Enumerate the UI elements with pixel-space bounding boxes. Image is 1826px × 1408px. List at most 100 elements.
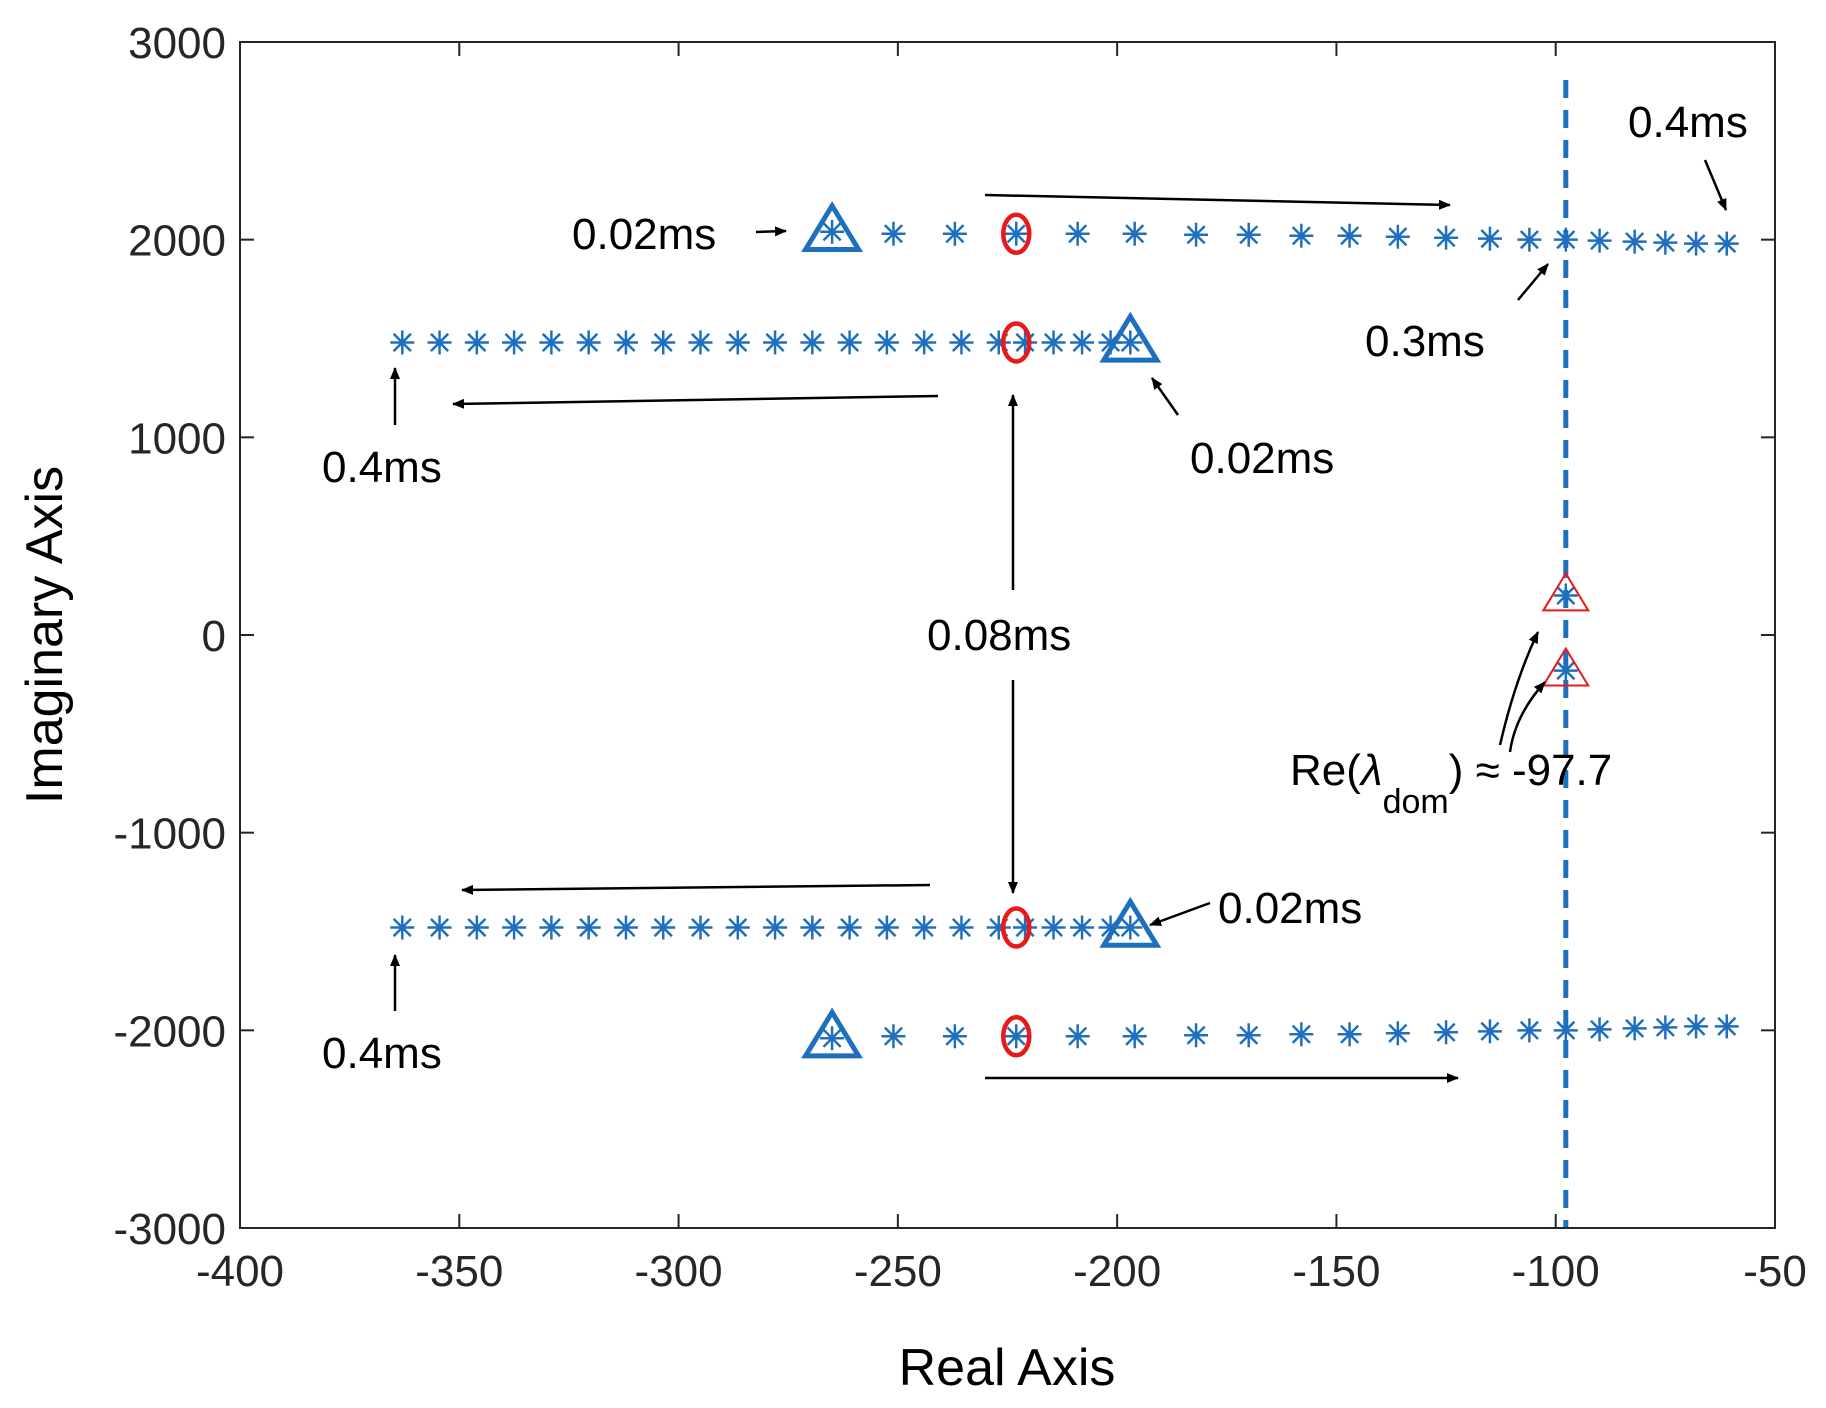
asterisk-marker (800, 330, 825, 355)
asterisk-marker (800, 915, 825, 940)
label-0.4ms-upper-left: 0.4ms (322, 443, 442, 492)
asterisk-marker (725, 330, 750, 355)
asterisk-stroke (840, 332, 860, 352)
arrow-upper-right (984, 193, 1451, 210)
asterisk-marker (1517, 227, 1542, 252)
label-0.02ms-top: 0.02ms (572, 210, 716, 259)
asterisk-marker (949, 915, 974, 940)
asterisk-stroke (1044, 918, 1064, 938)
asterisk-marker (820, 219, 845, 244)
y-tick-label: -1000 (113, 810, 226, 859)
asterisk-marker (1236, 222, 1261, 247)
asterisk-stroke (1519, 1020, 1539, 1040)
asterisk-stroke (945, 1026, 965, 1046)
asterisk-marker (1070, 330, 1095, 355)
asterisk-stroke (1625, 1018, 1645, 1038)
asterisk-marker (1477, 1019, 1502, 1044)
asterisk-stroke (765, 918, 785, 938)
asterisk-stroke (1436, 1022, 1456, 1042)
asterisk-marker (576, 915, 601, 940)
label-0.02ms-lower: 0.02ms (1218, 884, 1362, 933)
asterisk-marker (986, 330, 1011, 355)
asterisk-marker (539, 330, 564, 355)
x-tick-label: -50 (1743, 1247, 1807, 1296)
arrow-upper-left (452, 394, 939, 409)
asterisk-stroke (802, 332, 822, 352)
asterisk-stroke (951, 332, 971, 352)
asterisk-marker (1289, 223, 1314, 248)
asterisk-marker (1434, 225, 1459, 250)
asterisk-marker (390, 330, 415, 355)
asterisk-marker (688, 915, 713, 940)
asterisk-stroke (579, 918, 599, 938)
asterisk-marker (1714, 231, 1739, 256)
asterisk-stroke (392, 918, 412, 938)
asterisk-stroke (877, 332, 897, 352)
asterisk-marker (1385, 1021, 1410, 1046)
asterisk-marker (1004, 221, 1029, 246)
asterisk-stroke (877, 918, 897, 938)
asterisk-marker (1587, 228, 1612, 253)
asterisk-stroke (430, 918, 450, 938)
asterisk-stroke (802, 918, 822, 938)
asterisk-marker (1122, 1024, 1147, 1049)
asterisk-marker (874, 330, 899, 355)
y-axis-title: Imaginary Axis (16, 466, 74, 804)
x-tick-labels: -400 -350 -300 -250 -200 -150 -100 -50 (196, 1247, 1807, 1296)
asterisk-marker (881, 221, 906, 246)
x-axis-title: Real Axis (899, 1339, 1116, 1397)
circle-markers (1001, 212, 1032, 1058)
asterisk-stroke (951, 918, 971, 938)
asterisk-stroke (1239, 1025, 1259, 1045)
asterisk-stroke (883, 224, 903, 244)
x-tick-label: -100 (1512, 1247, 1600, 1296)
asterisk-stroke (1625, 232, 1645, 252)
asterisk-marker (1041, 330, 1066, 355)
asterisk-marker (763, 915, 788, 940)
asterisk-stroke (1388, 1023, 1408, 1043)
x-tick-label: -200 (1073, 1247, 1161, 1296)
asterisk-stroke (690, 918, 711, 938)
asterisk-stroke (1655, 1017, 1675, 1037)
asterisk-marker (613, 915, 638, 940)
asterisk-stroke (728, 332, 748, 352)
plot-frame (239, 41, 1776, 1229)
asterisk-stroke (1125, 224, 1145, 244)
circle-marker (1001, 1015, 1032, 1058)
asterisk-marker (1004, 1024, 1029, 1049)
asterisk-marker (1337, 1022, 1362, 1047)
asterisk-stroke (822, 1028, 842, 1048)
label-0.02ms-upper: 0.02ms (1190, 434, 1334, 483)
asterisk-stroke (1590, 1019, 1610, 1039)
asterisk-stroke (1044, 332, 1064, 352)
arrow-0.02-upper (1150, 377, 1180, 416)
arrow-dominant-upper (1498, 631, 1540, 746)
asterisk-marker (1553, 227, 1578, 252)
asterisk-marker (1065, 221, 1090, 246)
asterisk-stroke (1480, 229, 1500, 249)
arrow-0.02-lower (1149, 901, 1211, 927)
asterisk-marker (613, 330, 638, 355)
asterisk-marker (837, 330, 862, 355)
dominant-label-prefix: Re( (1290, 746, 1361, 795)
asterisk-marker (912, 915, 937, 940)
asterisk-marker (1434, 1020, 1459, 1045)
asterisk-stroke (616, 332, 636, 352)
asterisk-marker (912, 330, 937, 355)
asterisk-marker (1653, 230, 1678, 255)
asterisk-stroke (541, 332, 561, 352)
asterisk-marker (1553, 583, 1578, 608)
x-tick-label: -250 (854, 1247, 942, 1296)
y-tick-label: 2000 (128, 217, 226, 266)
asterisk-marker (1385, 224, 1410, 249)
blue-triangle-marker (1099, 311, 1162, 363)
asterisk-stroke (883, 1026, 903, 1046)
asterisk-marker (576, 330, 601, 355)
asterisk-marker (1041, 915, 1066, 940)
asterisk-stroke (1519, 230, 1539, 250)
y-tick-label: 3000 (128, 19, 226, 68)
lambda-symbol: λ (1359, 746, 1383, 795)
asterisk-stroke (728, 918, 748, 938)
dominant-eigenvalue-label: Re(λdom) ≈ -97.7 (1290, 746, 1612, 821)
asterisk-marker (1122, 221, 1147, 246)
